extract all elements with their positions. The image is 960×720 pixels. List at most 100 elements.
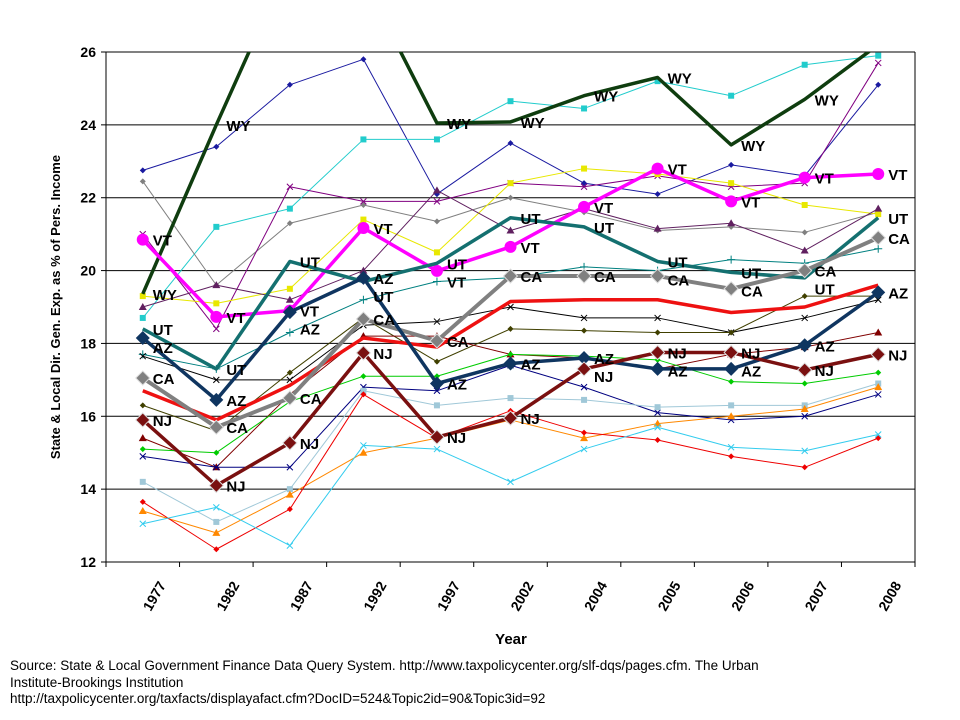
data-point — [507, 303, 514, 311]
data-point — [360, 373, 367, 380]
data-point-ca — [870, 230, 886, 246]
data-point — [139, 453, 147, 460]
series-label-vt: VT — [668, 162, 687, 179]
data-point-nj — [576, 361, 592, 377]
x-tick-label: 1997 — [434, 578, 464, 613]
data-point-vt — [872, 168, 885, 181]
data-point — [728, 453, 735, 460]
series-label-ut: UT — [373, 289, 393, 306]
x-tick-label: 2005 — [654, 578, 684, 613]
series-label-wy: WY — [741, 138, 765, 155]
data-point — [654, 404, 661, 411]
series-line — [142, 283, 879, 422]
data-point — [801, 447, 809, 455]
x-tick-label: 2002 — [507, 578, 537, 613]
source-note: Source: State & Local Government Finance… — [10, 658, 950, 708]
data-point — [138, 303, 147, 310]
x-tick-label: 2008 — [875, 578, 905, 613]
series-label-ut: UT — [741, 265, 761, 282]
data-point — [286, 486, 293, 493]
data-point — [507, 140, 514, 147]
data-point — [580, 445, 588, 453]
data-point — [874, 296, 882, 304]
data-point — [213, 223, 220, 230]
data-point-nj — [649, 344, 666, 361]
data-point — [433, 402, 440, 409]
series-label-wy: WY — [447, 116, 471, 133]
data-point — [728, 329, 735, 336]
data-point — [728, 161, 735, 168]
data-point — [138, 507, 147, 514]
data-point — [213, 518, 220, 525]
data-point-vt — [798, 171, 811, 184]
data-point — [727, 219, 736, 227]
data-point — [139, 402, 146, 409]
data-point-vt — [136, 233, 149, 246]
data-point-ca — [208, 419, 225, 435]
series-label-wy: WY — [153, 287, 177, 304]
data-point — [727, 443, 735, 451]
data-point — [432, 277, 441, 286]
data-point-az — [577, 351, 592, 365]
data-point — [874, 244, 883, 253]
data-point — [801, 61, 808, 68]
series-label-az: AZ — [373, 271, 393, 288]
data-point-ca — [355, 311, 372, 327]
x-axis: 1977 1982 1987 1992 1997 2002 2004 2005 2006 2007… — [105, 562, 916, 614]
series-label-vt: VT — [300, 304, 319, 321]
series-line — [142, 426, 879, 547]
data-point — [138, 350, 147, 359]
data-point — [360, 387, 367, 394]
data-point — [139, 178, 146, 185]
source-line-1: Source: State & Local Government Finance… — [10, 658, 759, 673]
data-point — [212, 325, 220, 333]
data-point — [360, 136, 367, 143]
data-point — [654, 409, 661, 416]
data-point — [433, 249, 440, 256]
series-line-wy — [141, 52, 872, 295]
series-label-vt: VT — [521, 240, 540, 257]
data-point — [801, 464, 808, 471]
data-point — [285, 490, 294, 498]
data-point — [286, 285, 293, 292]
data-point — [433, 373, 440, 380]
data-point-az — [503, 356, 518, 371]
data-point — [801, 293, 808, 300]
data-point — [139, 293, 146, 300]
data-point — [874, 328, 883, 336]
data-point — [728, 402, 735, 409]
data-point-nj — [429, 429, 445, 445]
data-point — [801, 202, 808, 208]
series-label-nj: NJ — [741, 346, 760, 363]
series-label-nj: NJ — [153, 413, 172, 430]
data-point — [874, 391, 882, 398]
data-point — [360, 216, 367, 223]
data-point — [286, 542, 294, 549]
data-point — [874, 383, 883, 391]
series-label-vt: VT — [373, 221, 392, 238]
data-point-nj — [282, 435, 298, 451]
data-point — [212, 504, 220, 511]
series-label-az: AZ — [594, 351, 614, 368]
x-tick-label: 1982 — [213, 578, 243, 613]
data-point — [801, 229, 808, 236]
data-point-nj — [135, 412, 151, 428]
data-point — [286, 220, 293, 227]
data-point — [801, 412, 809, 420]
data-point — [212, 281, 221, 289]
data-point — [360, 442, 367, 449]
series-line — [142, 58, 879, 195]
data-point — [875, 52, 882, 59]
series-label-nj: NJ — [300, 436, 319, 453]
data-point — [139, 498, 146, 505]
series-label-ut: UT — [668, 254, 688, 271]
series-label-ut: UT — [815, 282, 835, 299]
series-label-vt: VT — [594, 200, 613, 217]
data-point — [139, 478, 146, 485]
x-tick-label: 2006 — [728, 578, 758, 613]
series-labels: VTWYUTAZCANJWYVTUTAZCANJUTVTAZCANJVTAZUT… — [153, 71, 910, 496]
data-point — [800, 246, 809, 254]
data-point — [875, 211, 882, 218]
series-label-ca: CA — [815, 264, 837, 281]
